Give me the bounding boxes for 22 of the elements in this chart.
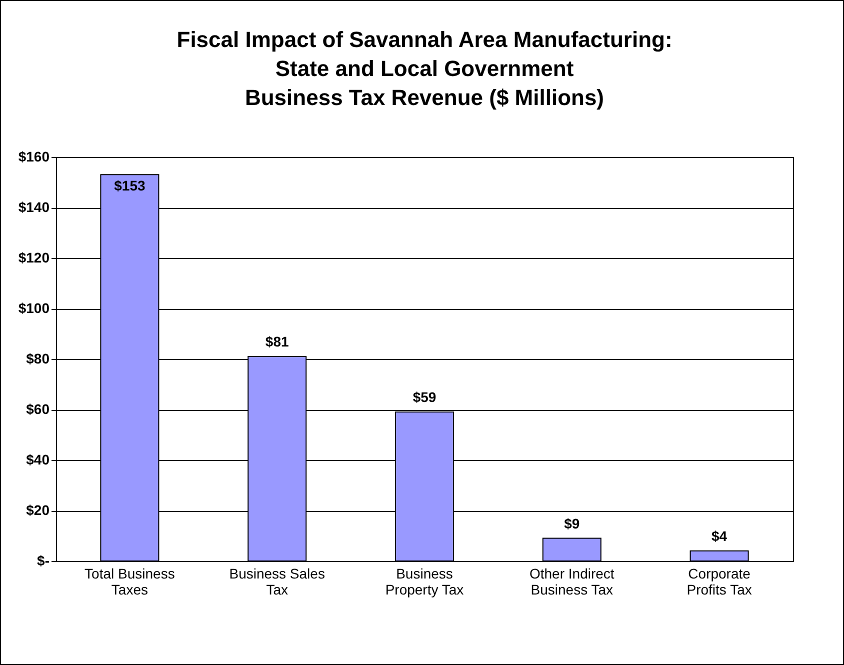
data-label: $59 [412,389,436,406]
y-tick-label: $80 [26,350,50,366]
x-tick-label: Other Indirect Business Tax [529,566,614,598]
y-tick-label: $120 [18,250,50,266]
x-tick-label: Business Sales Tax [229,566,325,598]
y-tick-label: $40 [26,452,50,468]
data-label: $81 [265,333,289,350]
data-label: $153 [114,178,146,194]
bar [542,538,602,562]
y-tick-label: $20 [26,502,50,518]
chart-title: Fiscal Impact of Savannah Area Manufacturing: State and Local Government Business Tax Revenue ($ Millions) [176,27,672,110]
x-tick-label: Corporate Profits Tax [686,566,752,598]
y-tick-label: $140 [18,199,50,215]
y-tick-label: $60 [26,401,50,417]
x-tick-label: Total Business Taxes [84,566,175,598]
y-tick-label: $- [37,552,50,568]
data-label: $4 [712,528,728,544]
x-tick-label: Business Property Tax [385,566,464,598]
y-tick-label: $100 [18,300,50,316]
y-tick-label: $160 [18,148,50,164]
bar [690,550,749,562]
data-label: $9 [564,515,580,532]
